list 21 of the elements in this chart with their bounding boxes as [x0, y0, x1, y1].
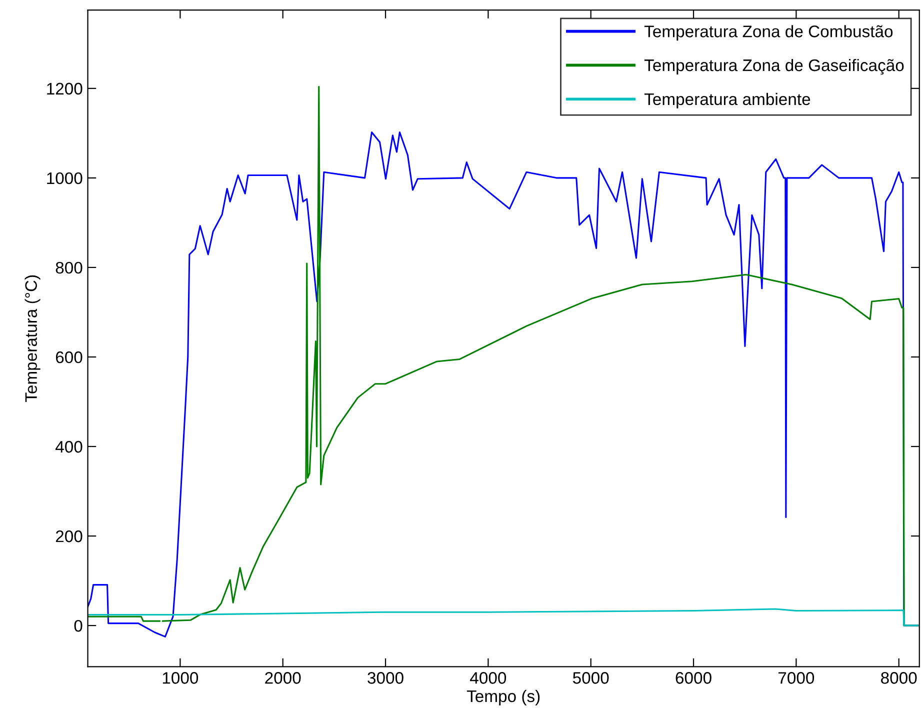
legend-label: Temperatura ambiente — [644, 92, 810, 108]
y-tick-label: 1200 — [47, 82, 82, 95]
y-tick-label: 400 — [55, 440, 82, 453]
x-tick-label: 7000 — [778, 672, 814, 684]
y-tick-label: 800 — [56, 262, 82, 274]
x-tick-label: 1000 — [162, 672, 198, 684]
y-tick-label: 1000 — [47, 172, 82, 184]
x-tick-label: 3000 — [368, 672, 404, 684]
y-axis-title: Temperatura (°C) — [24, 275, 40, 402]
x-tick-label: 6000 — [676, 672, 712, 684]
legend-label: Temperatura Zona de Combustão — [644, 25, 893, 41]
x-tick-label: 2000 — [265, 672, 301, 684]
x-tick-label: 4000 — [470, 672, 506, 684]
y-tick-label: 0 — [74, 620, 82, 632]
x-tick-label: 8000 — [881, 672, 917, 684]
line-series — [88, 608, 920, 626]
y-tick-label: 200 — [56, 530, 82, 542]
x-axis-title: Tempo (s) — [466, 690, 540, 706]
legend-label: Temperatura Zona de Gaseificação — [644, 58, 904, 75]
x-tick-label: 5000 — [572, 672, 609, 684]
y-tick-label: 600 — [56, 351, 82, 364]
